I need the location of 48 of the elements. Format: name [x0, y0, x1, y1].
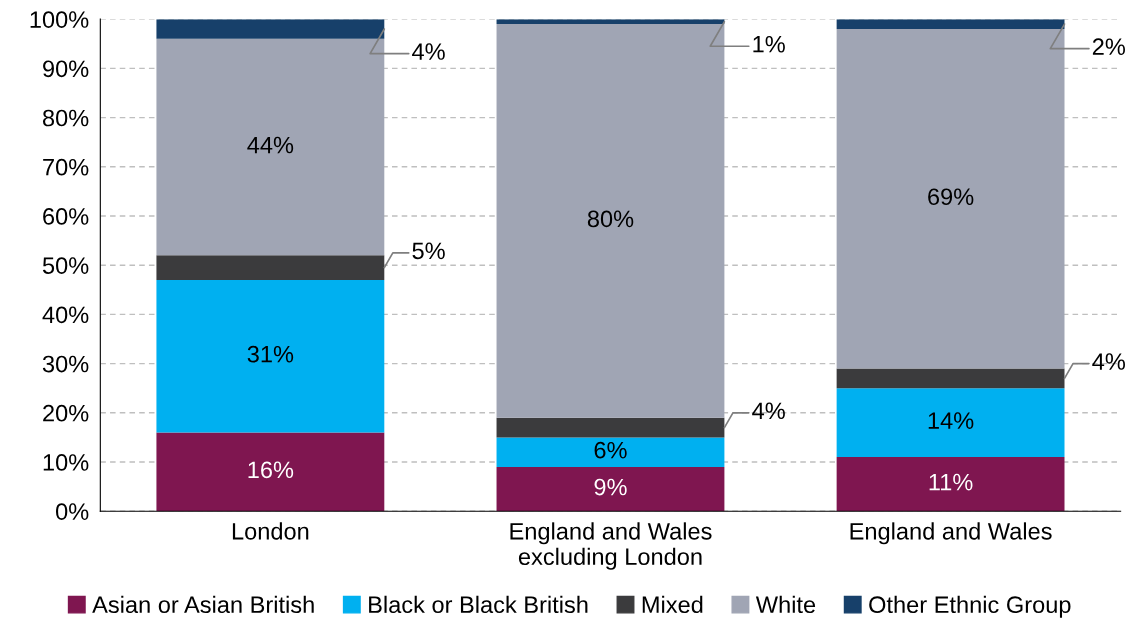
data-label: 9% [594, 478, 627, 496]
data-label: 1% [753, 35, 785, 53]
y-tick-label: 80% [42, 109, 89, 127]
bar [156, 38, 385, 256]
y-tick-label: 30% [42, 355, 89, 373]
bar [156, 255, 385, 280]
bar [836, 388, 1065, 458]
bar [496, 417, 725, 438]
bar [496, 24, 725, 418]
data-label: 44% [247, 136, 294, 154]
y-tick-label: 70% [43, 158, 89, 176]
bar [156, 19, 385, 39]
legend-label: Black or Black British [369, 595, 588, 614]
data-label: 6% [594, 441, 627, 459]
bar [836, 457, 1065, 512]
data-label: 4% [412, 43, 445, 60]
data-label: 14% [928, 412, 974, 429]
y-tick-label: 90% [43, 60, 89, 78]
bar [496, 466, 725, 512]
legend-label: Other Ethnic Group [869, 595, 1071, 618]
bar [156, 279, 385, 433]
x-tick-label: London [232, 522, 309, 540]
y-tick-label: 50% [42, 257, 89, 274]
y-tick-label: 20% [43, 404, 89, 422]
y-tick-label: 60% [43, 208, 89, 225]
data-label: 4% [1092, 353, 1125, 370]
legend-label: White [755, 595, 816, 614]
legend-label: Asian or Asian British [92, 595, 314, 614]
data-label: 69% [928, 188, 974, 206]
y-tick-label: 0% [56, 503, 89, 520]
y-tick-label: 40% [42, 306, 89, 324]
bar [496, 437, 725, 467]
data-label: 2% [1092, 38, 1125, 55]
data-label: 31% [247, 345, 294, 363]
data-label: 5% [412, 242, 445, 260]
bar [836, 19, 1065, 30]
x-tick-label: England and Wales excluding London [510, 522, 712, 570]
legend-label: Mixed [642, 595, 703, 614]
data-label: 16% [248, 461, 294, 479]
data-label: 4% [752, 402, 785, 420]
y-tick-label: 10% [43, 454, 89, 471]
bar [836, 29, 1065, 369]
x-tick-label: England and Wales [850, 522, 1052, 545]
bar [156, 432, 385, 512]
y-tick-label: 100% [30, 11, 89, 28]
data-label: 11% [929, 473, 973, 491]
data-label: 80% [587, 210, 634, 228]
bar [836, 368, 1065, 389]
